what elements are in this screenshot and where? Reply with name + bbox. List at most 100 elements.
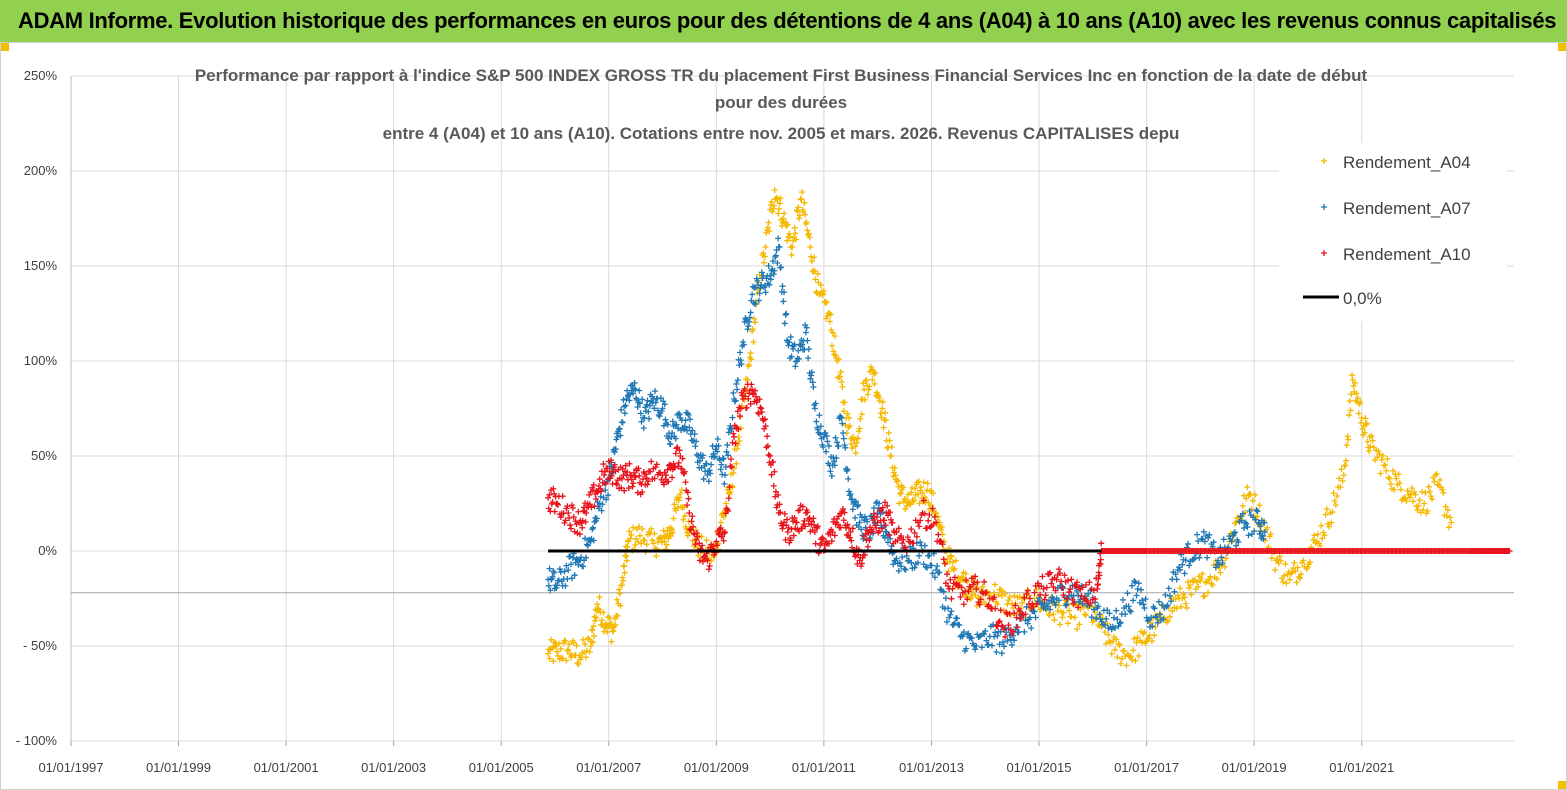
data-point (1060, 592, 1067, 599)
data-point (793, 358, 800, 365)
data-point (762, 423, 769, 430)
data-point (884, 512, 891, 519)
data-point (1023, 591, 1030, 598)
data-point (592, 617, 599, 624)
data-point (1410, 498, 1417, 505)
data-point (887, 452, 894, 459)
data-point (1387, 480, 1394, 487)
data-point (641, 537, 648, 544)
data-point (993, 649, 1000, 656)
data-point (599, 479, 606, 486)
data-point (787, 334, 794, 341)
data-point (1426, 488, 1433, 495)
data-point (949, 585, 956, 592)
data-point (1063, 601, 1070, 608)
data-point (1019, 599, 1026, 606)
data-point (876, 500, 883, 507)
data-point (790, 532, 797, 539)
data-point (1101, 629, 1108, 636)
data-point (1201, 592, 1208, 599)
data-point (842, 444, 849, 451)
chart-title-line: pour des durées (715, 93, 847, 112)
data-point (568, 575, 575, 582)
resize-handle-top-left[interactable] (1, 43, 9, 51)
data-point (1239, 510, 1246, 517)
data-point (639, 414, 646, 421)
data-point (1042, 592, 1049, 599)
data-point (788, 353, 795, 360)
data-point (705, 566, 712, 573)
data-point (784, 516, 791, 523)
data-point (849, 525, 856, 532)
data-point (770, 258, 777, 265)
data-point (921, 510, 928, 517)
data-point (832, 434, 839, 441)
data-point (1390, 467, 1397, 474)
x-tick-label: 01/01/2005 (469, 760, 534, 775)
resize-handle-bottom-right[interactable] (1558, 781, 1566, 789)
data-point (1379, 452, 1386, 459)
data-point (786, 339, 793, 346)
data-point (873, 514, 880, 521)
data-point (761, 259, 768, 266)
data-point (680, 516, 687, 523)
data-point (1421, 500, 1428, 507)
data-point (700, 476, 707, 483)
data-point (888, 443, 895, 450)
data-point (868, 366, 875, 373)
data-point (882, 528, 889, 535)
data-point (691, 431, 698, 438)
data-point (1384, 455, 1391, 462)
data-point (627, 472, 634, 479)
data-point (1061, 572, 1068, 579)
data-point (715, 442, 722, 449)
data-point (1031, 589, 1038, 596)
data-point (921, 542, 928, 549)
data-point (841, 442, 848, 449)
data-point (810, 383, 817, 390)
data-point (660, 527, 667, 534)
data-point (554, 652, 561, 659)
data-point (912, 491, 919, 498)
data-point (646, 402, 653, 409)
data-point (981, 630, 988, 637)
data-point (1060, 609, 1067, 616)
data-point (1180, 591, 1187, 598)
data-point (880, 424, 887, 431)
data-point (748, 381, 755, 388)
data-point (958, 632, 965, 639)
data-point (570, 639, 577, 646)
data-point (1409, 485, 1416, 492)
data-point (780, 298, 787, 305)
data-point (651, 388, 658, 395)
data-point (738, 361, 745, 368)
data-point (1059, 584, 1066, 591)
data-point (614, 612, 621, 619)
data-point (1112, 646, 1119, 653)
data-point (1187, 582, 1194, 589)
data-point (835, 443, 842, 450)
data-point (590, 537, 597, 544)
data-point (1016, 608, 1023, 615)
data-point (1103, 640, 1110, 647)
data-point (750, 338, 757, 345)
data-point (887, 509, 894, 516)
data-point (1362, 415, 1369, 422)
data-point (745, 323, 752, 330)
data-point (1505, 548, 1512, 554)
data-point (992, 581, 999, 588)
data-point (682, 479, 689, 486)
resize-handle-top-right[interactable] (1558, 43, 1566, 51)
data-point (609, 469, 616, 476)
data-point (792, 230, 799, 237)
data-point (737, 413, 744, 420)
data-point (1131, 635, 1138, 642)
data-point (1001, 626, 1008, 633)
data-point (1135, 652, 1142, 659)
data-point (1149, 623, 1156, 630)
data-point (651, 475, 658, 482)
data-point (803, 219, 810, 226)
data-point (749, 291, 756, 298)
data-point (890, 561, 897, 568)
data-point (983, 637, 990, 644)
